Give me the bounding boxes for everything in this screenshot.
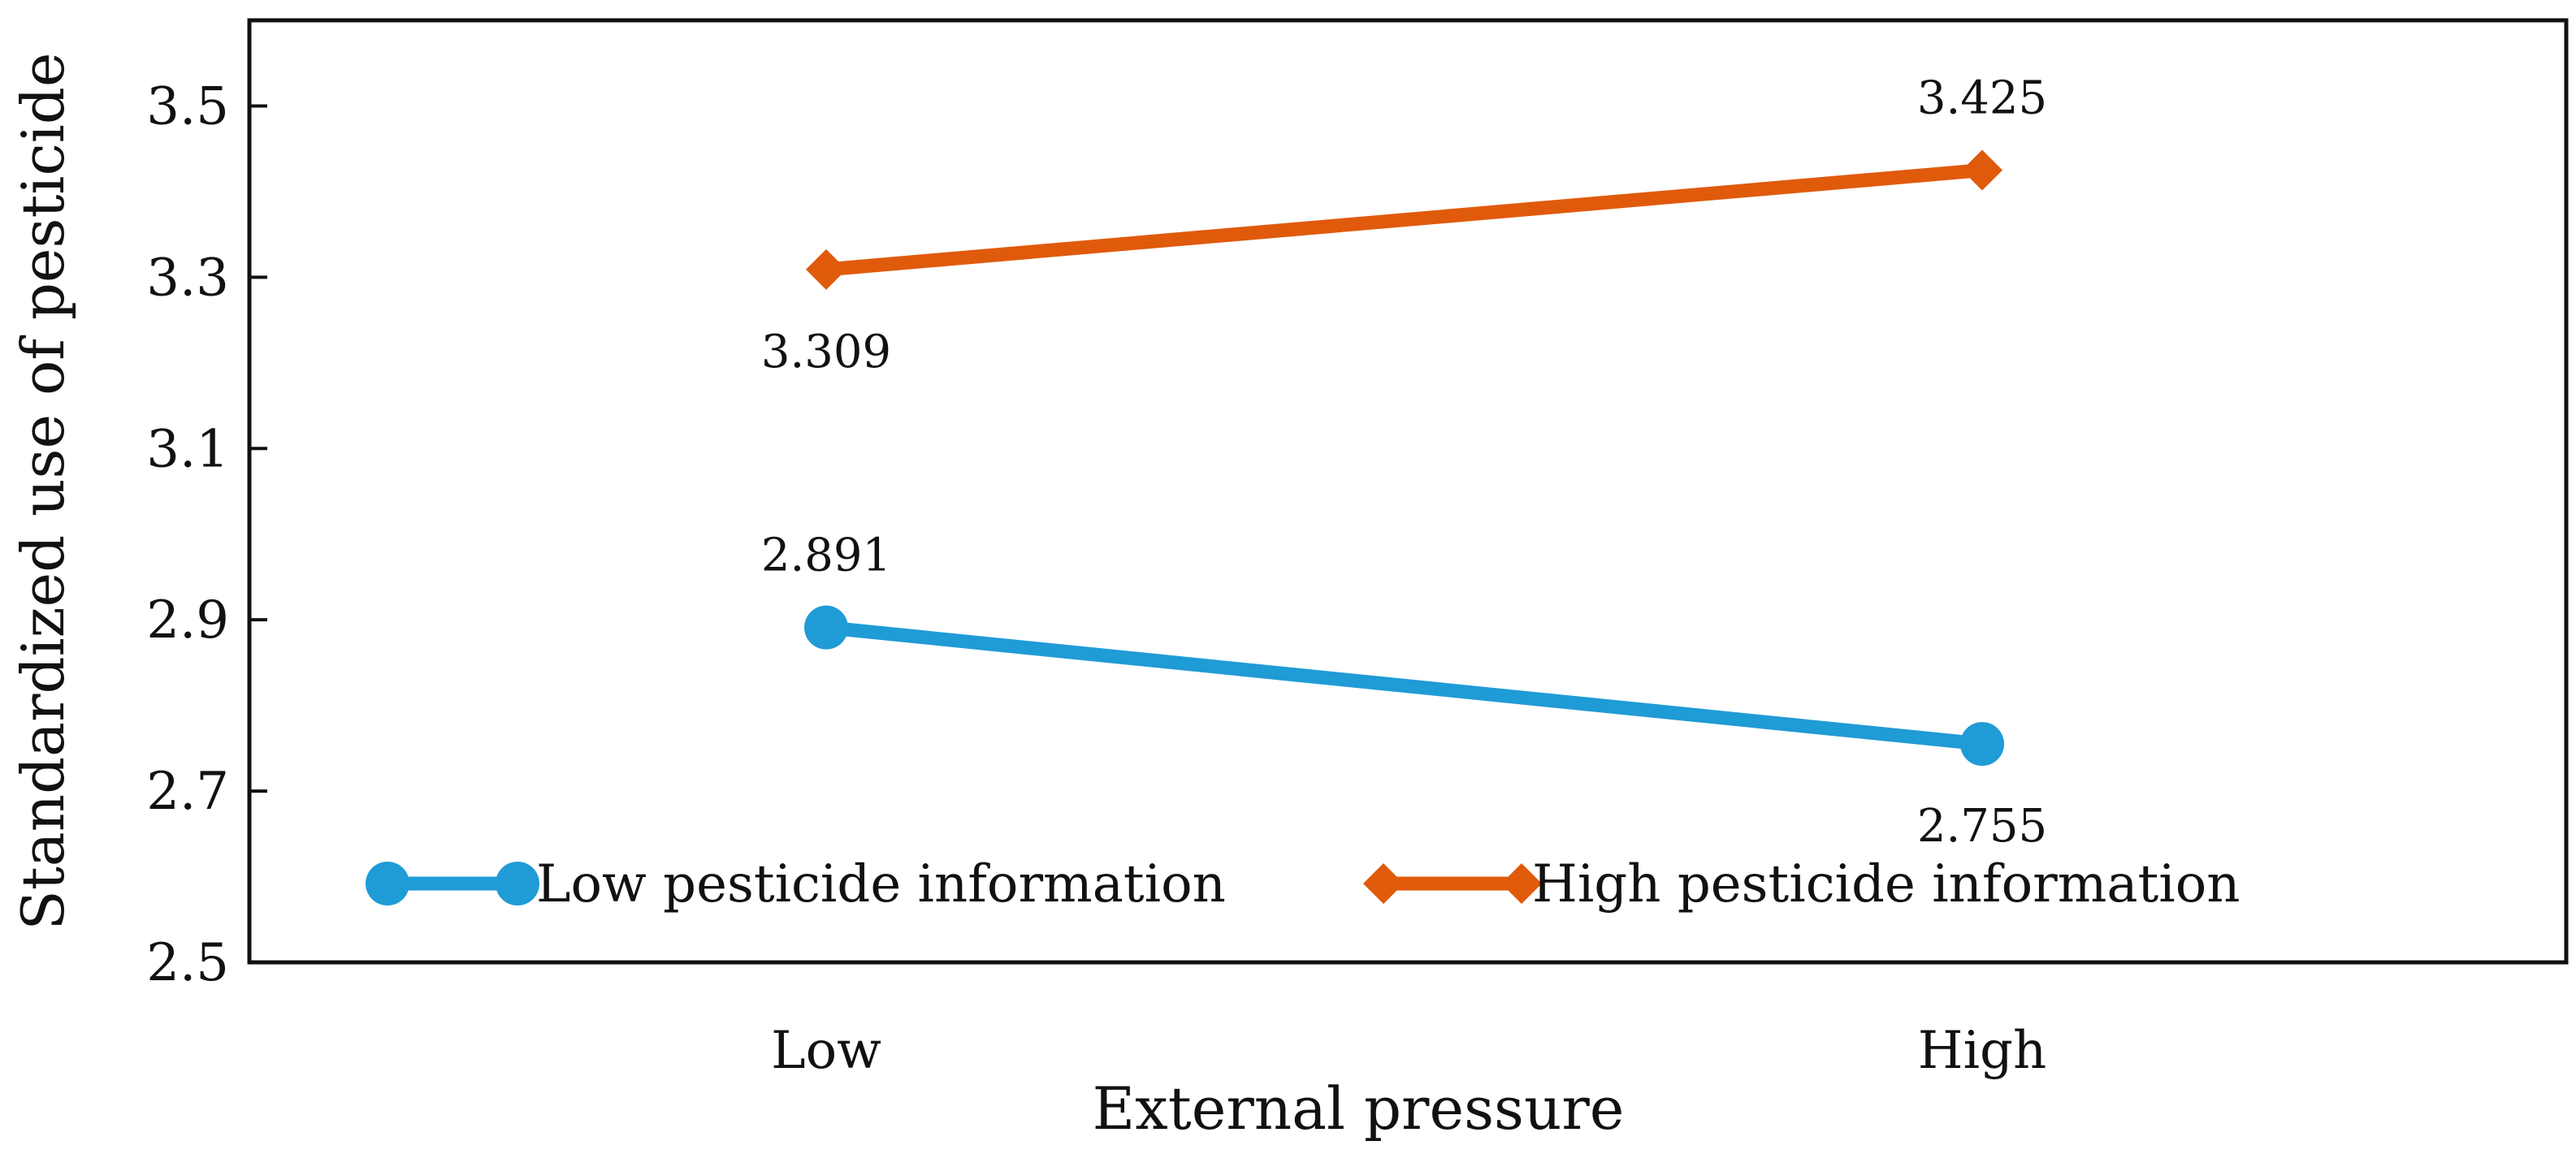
y-axis-ticks: 2.5 2.7 2.9 3.1 3.3 3.5 — [146, 76, 267, 993]
y-tick-label: 2.9 — [146, 590, 229, 650]
data-label: 2.755 — [1917, 800, 2047, 853]
y-axis-title: Standardized use of pesticide — [9, 53, 77, 931]
series-1: 2.891 2.755 — [761, 529, 2047, 853]
x-tick-label: Low — [771, 1021, 881, 1081]
data-point — [806, 249, 846, 290]
legend-label: Low pesticide information — [536, 854, 1226, 914]
legend-marker — [1501, 863, 1542, 904]
data-label: 3.309 — [761, 326, 891, 378]
y-tick-label: 3.5 — [146, 76, 229, 136]
legend: Low pesticide information High pesticide … — [366, 854, 2240, 914]
series-2: 3.309 3.425 — [761, 72, 2047, 378]
legend-entry-2: High pesticide information — [1363, 854, 2240, 914]
x-axis-ticks: Low High — [771, 1021, 2046, 1081]
legend-marker — [366, 862, 409, 906]
legend-label: High pesticide information — [1532, 854, 2240, 914]
plot-frame — [247, 18, 2569, 965]
y-tick-label: 2.7 — [146, 762, 229, 822]
data-label: 2.891 — [761, 529, 891, 582]
y-tick-label: 3.1 — [146, 419, 229, 479]
series-line — [819, 163, 1989, 277]
legend-entry-1: Low pesticide information — [366, 854, 1226, 914]
data-label: 3.425 — [1917, 72, 2047, 125]
series-layer: 2.891 2.755 3.309 3.425 — [761, 72, 2047, 854]
data-point — [1962, 149, 2002, 191]
y-tick-label: 3.3 — [146, 248, 229, 308]
x-axis-title: External pressure — [1093, 1074, 1625, 1143]
data-point — [1960, 722, 2004, 767]
x-tick-label: High — [1918, 1021, 2046, 1081]
y-tick-label: 2.5 — [146, 933, 229, 993]
legend-marker — [496, 862, 539, 906]
series-line — [819, 620, 1989, 751]
data-point — [804, 605, 848, 650]
legend-marker — [1363, 863, 1404, 904]
